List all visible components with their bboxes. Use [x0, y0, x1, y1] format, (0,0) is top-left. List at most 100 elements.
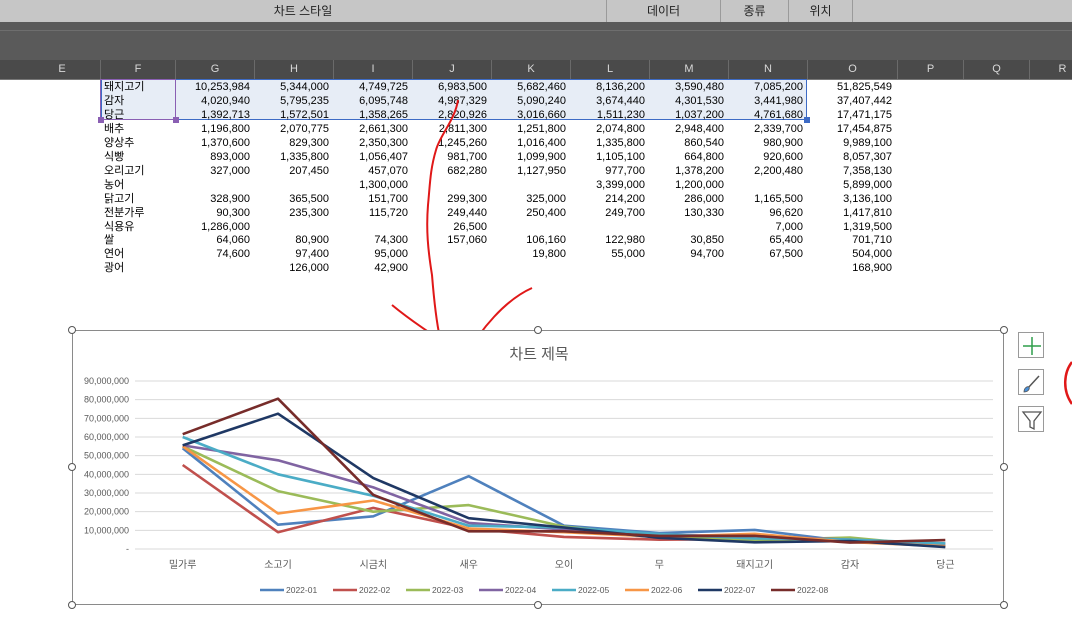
resize-handle-top-right[interactable]	[1000, 326, 1008, 334]
value-cell[interactable]: 1,511,230	[596, 108, 645, 121]
value-cell[interactable]: 365,500	[289, 192, 329, 205]
total-cell[interactable]: 1,319,500	[843, 220, 892, 233]
value-cell[interactable]: 95,000	[374, 248, 408, 261]
value-cell[interactable]: 30,850	[690, 234, 724, 247]
value-cell[interactable]: 90,300	[216, 206, 250, 219]
value-cell[interactable]: 96,620	[769, 206, 803, 219]
value-cell[interactable]: 126,000	[289, 262, 329, 275]
value-cell[interactable]: 3,441,980	[754, 94, 803, 107]
resize-handle-bottom-left[interactable]	[68, 601, 76, 609]
value-cell[interactable]: 2,661,300	[359, 122, 408, 135]
value-cell[interactable]: 6,983,500	[438, 81, 487, 93]
value-cell[interactable]: 860,540	[684, 136, 724, 149]
value-cell[interactable]: 980,900	[763, 136, 803, 149]
value-cell[interactable]: 26,500	[453, 220, 487, 233]
value-cell[interactable]: 1,378,200	[675, 164, 724, 177]
row-label-cell[interactable]: 돼지고기	[104, 81, 145, 93]
value-cell[interactable]: 1,572,501	[280, 108, 329, 121]
value-cell[interactable]: 2,811,300	[438, 122, 487, 135]
value-cell[interactable]: 1,127,950	[517, 164, 566, 177]
column-header-m[interactable]: M	[650, 60, 729, 79]
value-cell[interactable]: 19,800	[532, 248, 566, 261]
value-cell[interactable]: 106,160	[526, 234, 566, 247]
value-cell[interactable]: 94,700	[690, 248, 724, 261]
row-label-cell[interactable]: 연어	[104, 248, 125, 261]
value-cell[interactable]: 328,900	[210, 192, 250, 205]
chart-elements-button[interactable]	[1018, 332, 1044, 358]
value-cell[interactable]: 5,090,240	[517, 94, 566, 107]
value-cell[interactable]: 97,400	[295, 248, 329, 261]
value-cell[interactable]: 2,200,480	[754, 164, 803, 177]
value-cell[interactable]: 327,000	[210, 164, 250, 177]
value-cell[interactable]: 1,358,265	[359, 108, 408, 121]
value-cell[interactable]: 1,016,400	[517, 136, 566, 149]
value-cell[interactable]: 299,300	[447, 192, 487, 205]
value-cell[interactable]: 664,800	[684, 150, 724, 163]
total-cell[interactable]: 8,057,307	[843, 150, 892, 163]
total-cell[interactable]: 504,000	[852, 248, 892, 261]
value-cell[interactable]: 1,392,713	[201, 108, 250, 121]
value-cell[interactable]: 4,749,725	[359, 81, 408, 93]
resize-handle-bottom-right[interactable]	[1000, 601, 1008, 609]
value-cell[interactable]: 42,900	[374, 262, 408, 275]
row-label-cell[interactable]: 농어	[104, 178, 125, 191]
value-cell[interactable]: 80,900	[295, 234, 329, 247]
value-cell[interactable]: 214,200	[605, 192, 645, 205]
value-cell[interactable]: 1,300,000	[359, 178, 408, 191]
value-cell[interactable]: 5,795,235	[280, 94, 329, 107]
value-cell[interactable]: 151,700	[368, 192, 408, 205]
value-cell[interactable]: 157,060	[447, 234, 487, 247]
row-label-cell[interactable]: 전분가루	[104, 206, 145, 219]
value-cell[interactable]: 457,070	[368, 164, 408, 177]
value-cell[interactable]: 1,037,200	[675, 108, 724, 121]
total-cell[interactable]: 7,358,130	[843, 164, 892, 177]
label-range-handle[interactable]	[98, 117, 104, 123]
column-header-p[interactable]: P	[898, 60, 964, 79]
value-cell[interactable]: 3,399,000	[596, 178, 645, 191]
value-cell[interactable]: 1,370,600	[201, 136, 250, 149]
value-cell[interactable]: 1,200,000	[675, 178, 724, 191]
data-range-handle[interactable]	[804, 117, 810, 123]
value-cell[interactable]: 2,074,800	[596, 122, 645, 135]
row-label-cell[interactable]: 식빵	[104, 150, 125, 163]
value-cell[interactable]: 3,590,480	[675, 81, 724, 93]
value-cell[interactable]: 6,095,748	[359, 94, 408, 107]
value-cell[interactable]: 74,300	[374, 234, 408, 247]
value-cell[interactable]: 207,450	[289, 164, 329, 177]
value-cell[interactable]: 1,335,800	[280, 150, 329, 163]
label-range-handle-right[interactable]	[173, 117, 179, 123]
value-cell[interactable]: 7,085,200	[754, 81, 803, 93]
row-label-cell[interactable]: 양상추	[104, 136, 135, 149]
value-cell[interactable]: 286,000	[684, 192, 724, 205]
row-label-cell[interactable]: 쌀	[104, 234, 115, 247]
value-cell[interactable]: 1,105,100	[596, 150, 645, 163]
resize-handle-top-left[interactable]	[68, 326, 76, 334]
row-label-cell[interactable]: 당근	[104, 108, 125, 121]
value-cell[interactable]: 5,682,460	[517, 81, 566, 93]
row-label-cell[interactable]: 식용유	[104, 220, 135, 233]
column-header-q[interactable]: Q	[964, 60, 1030, 79]
value-cell[interactable]: 7,000	[775, 220, 803, 233]
chart-styles-button[interactable]	[1018, 369, 1044, 395]
value-cell[interactable]: 1,099,900	[517, 150, 566, 163]
resize-handle-bottom[interactable]	[534, 601, 542, 609]
value-cell[interactable]: 4,761,680	[754, 108, 803, 121]
resize-handle-right[interactable]	[1000, 463, 1008, 471]
column-header-l[interactable]: L	[571, 60, 650, 79]
value-cell[interactable]: 682,280	[447, 164, 487, 177]
value-cell[interactable]: 64,060	[216, 234, 250, 247]
row-label-cell[interactable]: 광어	[104, 262, 125, 275]
value-cell[interactable]: 325,000	[526, 192, 566, 205]
selected-label-range[interactable]	[100, 79, 176, 120]
total-cell[interactable]: 17,471,175	[836, 108, 892, 121]
chart-filters-button[interactable]	[1018, 406, 1044, 432]
value-cell[interactable]: 115,720	[369, 206, 408, 219]
value-cell[interactable]: 235,300	[289, 206, 329, 219]
value-cell[interactable]: 10,253,984	[194, 81, 250, 93]
value-cell[interactable]: 977,700	[605, 164, 645, 177]
value-cell[interactable]: 2,070,775	[280, 122, 329, 135]
column-header-j[interactable]: J	[413, 60, 492, 79]
column-header-g[interactable]: G	[176, 60, 255, 79]
total-cell[interactable]: 37,407,442	[836, 94, 892, 107]
value-cell[interactable]: 1,165,500	[754, 192, 803, 205]
